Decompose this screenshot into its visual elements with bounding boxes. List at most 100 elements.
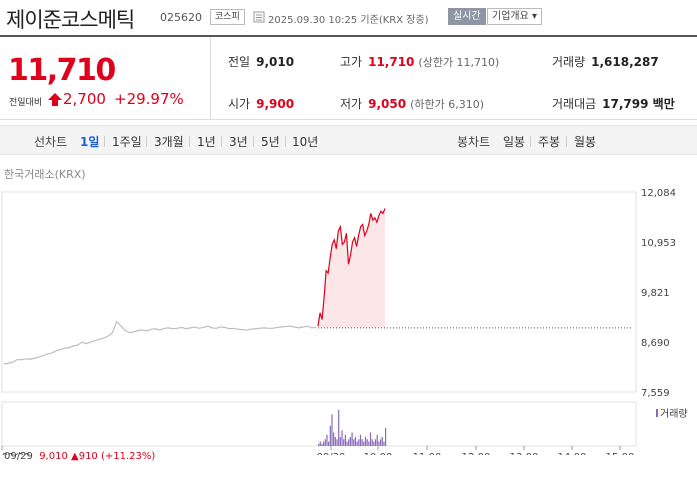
divider: [210, 37, 211, 120]
tab-separator: [189, 136, 190, 147]
volume-legend-label: 거래량: [660, 408, 688, 420]
volume-bar: [364, 437, 367, 446]
volume-bar: [381, 437, 383, 446]
price-chart[interactable]: 12,084 10,953 9,821 8,690 7,559 09/29 09/30 10…: [0, 180, 697, 455]
x-tick-label: 09/29: [2, 452, 31, 455]
volume-bar: [326, 434, 328, 446]
series-prev-day-line: [3, 320, 317, 365]
tab-1week[interactable]: 1주일: [112, 135, 142, 149]
stock-code: 025620: [160, 11, 202, 24]
x-tick-label: 13:00: [510, 452, 539, 455]
volume: 거래량 1,618,287: [552, 55, 659, 69]
stock-title: 제이준코스메틱: [6, 8, 135, 32]
hover-info: 09/29 9,010 ▲910 (+11.23%): [4, 451, 155, 462]
volume-bar: [324, 439, 326, 446]
trade-amount: 거래대금 17,799 백만: [552, 97, 675, 111]
tab-separator: [566, 136, 567, 147]
high-price: 고가 11,710 (상한가 11,710): [340, 55, 500, 69]
y-tick-label: 7,559: [641, 388, 670, 399]
tab-monthly-candle[interactable]: 월봉: [574, 135, 597, 149]
volume-bar: [319, 441, 321, 446]
volume-bar: [333, 432, 335, 446]
open-price: 시가 9,900: [228, 97, 295, 111]
volume-bar: [385, 428, 387, 446]
volume-bar: [371, 439, 373, 446]
y-tick-label: 8,690: [641, 338, 670, 349]
hover-change: ▲910: [71, 451, 98, 462]
clock-icon: [253, 11, 265, 23]
x-tick-label: 09/30: [317, 452, 346, 455]
market-badge: 코스피: [210, 9, 245, 25]
hover-day: 09/29: [4, 451, 33, 462]
tab-1year[interactable]: 1년: [197, 135, 216, 149]
price-summary: 11,710 전일대비 2,700 +29.97% 전일 9,010 고가 11,7…: [0, 35, 697, 120]
change-label: 전일대비: [9, 98, 43, 108]
tab-separator: [146, 136, 147, 147]
volume-bar: [318, 443, 320, 446]
x-tick-label: 10:00: [364, 452, 393, 455]
volume-bar: [351, 432, 353, 446]
tab-daily-candle[interactable]: 일봉: [503, 135, 526, 149]
volume-bar: [383, 441, 385, 446]
volume-bar: [343, 439, 345, 446]
tab-5year[interactable]: 5년: [261, 135, 280, 149]
volume-bar: [321, 443, 323, 446]
chart-grid: [1, 191, 637, 393]
prev-close: 전일 9,010: [228, 55, 295, 69]
volume-frame: [1, 401, 637, 447]
hover-pct: (+11.23%): [100, 451, 156, 462]
volume-bar: [366, 439, 368, 446]
volume-bar: [339, 437, 341, 446]
volume-bar: [348, 439, 350, 446]
volume-bar: [374, 439, 377, 446]
volume-bar: [328, 441, 330, 446]
change-value: 2,700: [63, 90, 106, 108]
tab-separator: [253, 136, 254, 147]
tab-3year[interactable]: 3년: [229, 135, 248, 149]
volume-bar: [379, 439, 382, 446]
tab-separator: [530, 136, 531, 147]
volume-bar: [341, 430, 343, 446]
volume-bar: [359, 434, 362, 446]
tab-separator: [104, 136, 105, 147]
volume-legend: 거래량: [656, 408, 688, 420]
company-overview-dropdown[interactable]: 기업개요 ▾: [487, 8, 542, 25]
realtime-button[interactable]: 실시간: [448, 8, 486, 25]
volume-bar: [336, 439, 338, 446]
hover-close: 9,010: [39, 451, 68, 462]
volume-bar: [368, 441, 370, 446]
low-price: 저가 9,050 (하한가 6,310): [340, 97, 484, 111]
tab-weekly-candle[interactable]: 주봉: [538, 135, 561, 149]
volume-bars: [1, 401, 637, 447]
price-area: [318, 208, 385, 328]
y-tick-label: 10,953: [641, 238, 676, 249]
plot-frame: [1, 191, 637, 393]
tab-1day[interactable]: 1일: [80, 135, 100, 149]
candle-chart-label: 봉차트: [457, 135, 491, 149]
series-today-area: [318, 208, 385, 328]
volume-bar: [369, 432, 372, 446]
volume-bar: [323, 441, 325, 446]
x-tick-label: 11:00: [413, 452, 442, 455]
volume-bar: [361, 439, 363, 446]
volume-bar: [378, 441, 380, 446]
header: 제이준코스메틱 025620 코스피 2025.09.30 10:25 기준(K…: [0, 0, 697, 35]
y-tick-label: 9,821: [641, 288, 670, 299]
volume-bar: [376, 434, 378, 446]
y-axis-labels: 12,084 10,953 9,821 8,690 7,559: [641, 188, 676, 399]
volume-bar: [346, 441, 348, 446]
volume-bar: [349, 437, 352, 446]
tab-separator: [221, 136, 222, 147]
volume-bar: [363, 441, 365, 446]
x-axis-labels: 09/29 09/30 10:00 11:00 12:00 13:00 14:00 15:00: [1, 446, 634, 455]
quote-datetime: 2025.09.30 10:25 기준(KRX 장중): [268, 15, 429, 26]
data-source: 한국거래소(KRX): [4, 168, 86, 181]
chart-period-tabs: 선차트 1일 1주일 3개월 1년 3년 5년 10년 봉차트 일봉 주봉 월봉: [0, 125, 697, 155]
volume-bar: [358, 439, 360, 446]
volume-bar: [329, 425, 331, 446]
volume-legend-swatch: [656, 409, 658, 417]
volume-bar: [338, 410, 340, 446]
volume-bar: [331, 414, 333, 446]
tab-10year[interactable]: 10년: [292, 135, 319, 149]
tab-3month[interactable]: 3개월: [154, 135, 184, 149]
